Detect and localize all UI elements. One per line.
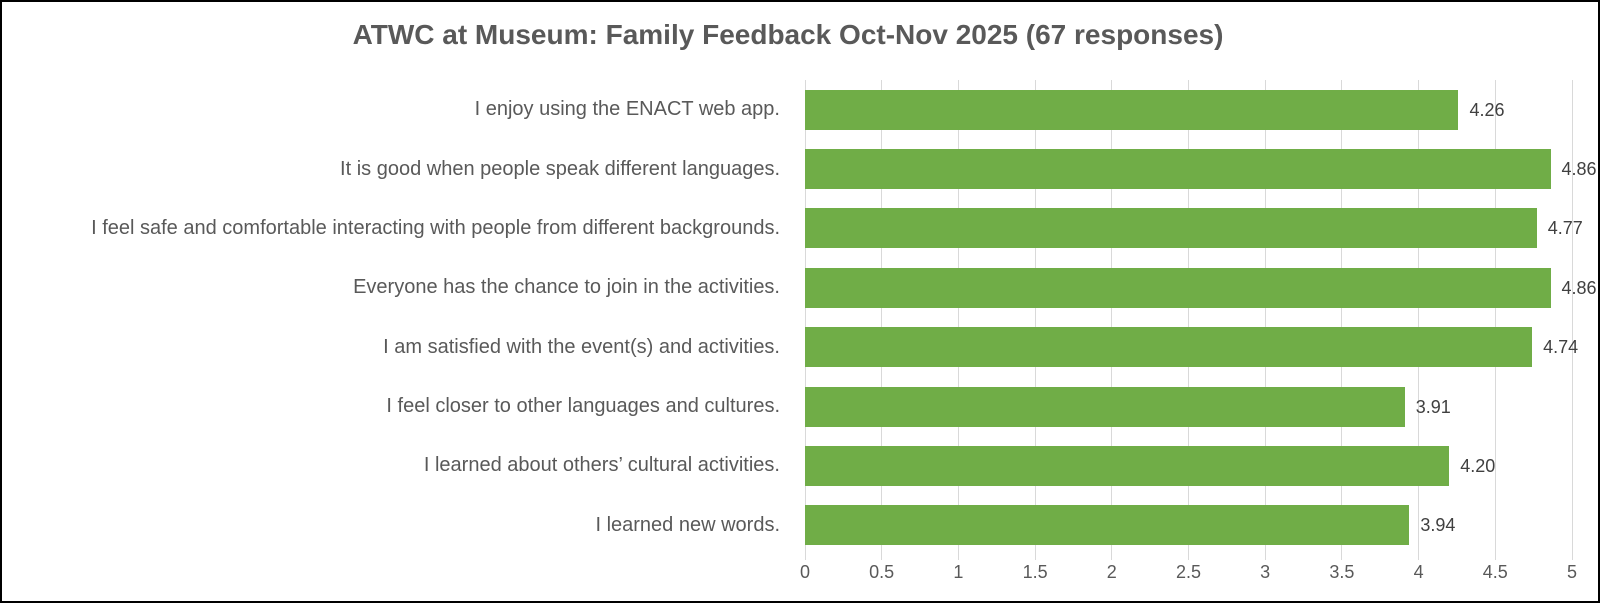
value-label: 4.26 [1469, 99, 1505, 120]
x-tick-label: 0 [799, 562, 810, 582]
x-axis-tick [804, 555, 806, 560]
bar [805, 327, 1533, 368]
gridline [1418, 80, 1420, 555]
x-tick-label: 3 [1260, 562, 1271, 582]
bar [805, 208, 1537, 249]
x-axis-tick [1264, 555, 1266, 560]
x-axis-tick [957, 555, 959, 560]
bar [805, 445, 1450, 486]
category-label: I enjoy using the ENACT web app. [474, 98, 780, 121]
category-label: I learned about others’ cultural activit… [423, 454, 780, 477]
value-label: 4.86 [1561, 277, 1597, 298]
gridline [957, 80, 959, 555]
x-tick-label: 2 [1106, 562, 1117, 582]
x-axis-tick [1034, 555, 1036, 560]
x-axis-tick [881, 555, 883, 560]
bar [805, 386, 1405, 427]
gridline [1341, 80, 1343, 555]
gridline [1494, 80, 1496, 555]
category-label: Everyone has the chance to join in the a… [353, 276, 780, 299]
x-tick-label: 5 [1566, 562, 1577, 582]
category-label: I am satisfied with the event(s) and act… [383, 335, 780, 358]
bar [805, 505, 1410, 546]
x-tick-label: 0.5 [869, 562, 895, 582]
category-label: I feel safe and comfortable interacting … [91, 216, 780, 239]
value-label: 3.94 [1420, 515, 1456, 536]
bar [805, 149, 1551, 190]
x-axis-tick [1111, 555, 1113, 560]
x-tick-label: 4.5 [1482, 562, 1508, 582]
gridline [1264, 80, 1266, 555]
x-axis-tick [1188, 555, 1189, 560]
value-label: 4.77 [1547, 218, 1583, 239]
x-axis-tick [1341, 555, 1343, 560]
x-tick-label: 4 [1413, 562, 1424, 582]
x-axis-tick [1494, 555, 1496, 560]
x-axis-tick [1571, 555, 1573, 560]
chart-title: ATWC at Museum: Family Feedback Oct-Nov … [352, 19, 1224, 50]
value-label: 3.91 [1415, 396, 1451, 417]
value-label: 4.20 [1460, 455, 1496, 476]
value-label: 4.74 [1543, 337, 1579, 358]
gridline [1188, 80, 1189, 555]
x-axis-tick [1418, 555, 1420, 560]
gridline [1571, 80, 1573, 555]
gridline [1111, 80, 1113, 555]
bar [805, 267, 1551, 308]
x-tick-label: 2.5 [1175, 562, 1202, 582]
x-tick-label: 1 [953, 562, 964, 582]
gridline [804, 80, 806, 555]
category-label: I learned new words. [595, 513, 780, 536]
bar [805, 89, 1459, 130]
value-label: 4.86 [1561, 159, 1597, 180]
gridline [881, 80, 883, 555]
x-tick-label: 1.5 [1022, 562, 1048, 582]
category-label: I feel closer to other languages and cul… [386, 395, 780, 418]
category-label: It is good when people speak different l… [340, 157, 780, 180]
x-tick-label: 3.5 [1329, 562, 1355, 582]
gridline [1034, 80, 1036, 555]
